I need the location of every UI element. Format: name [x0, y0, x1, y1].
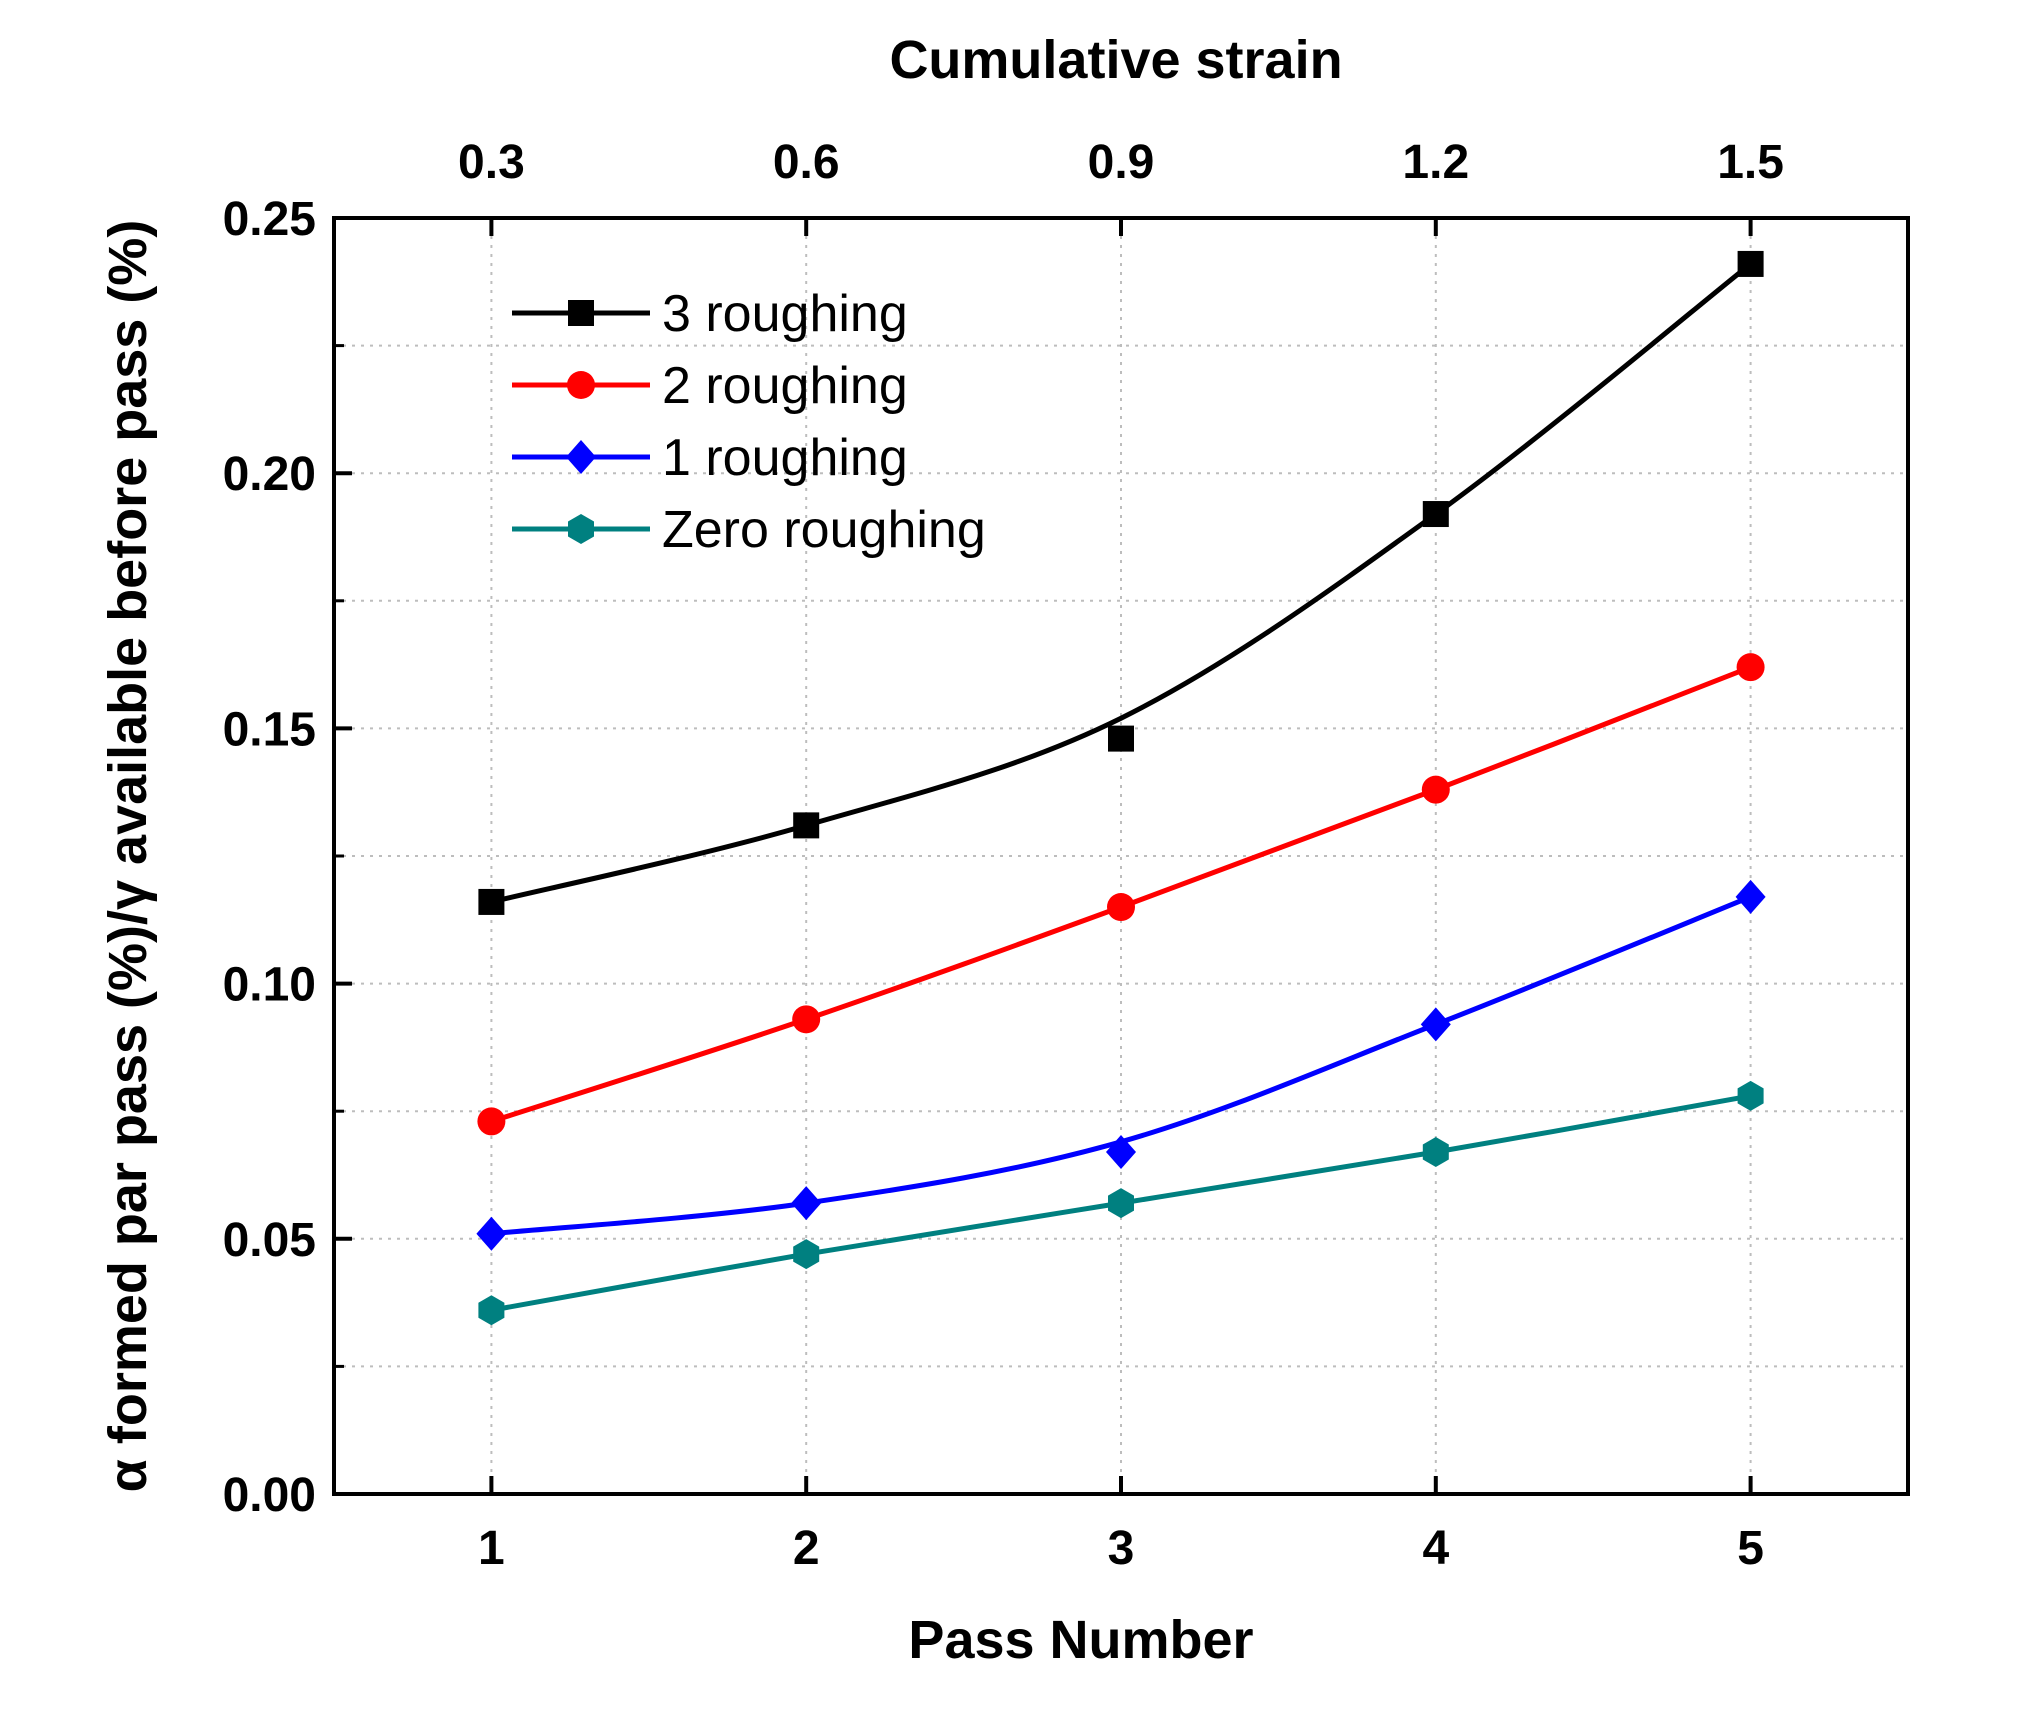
x2-tick-label: 0.3	[458, 136, 525, 189]
x2-tick-label: 0.6	[773, 136, 840, 189]
data-point	[1422, 1137, 1449, 1167]
series-2	[476, 879, 1766, 1251]
data-point	[477, 1107, 506, 1136]
data-point	[1737, 250, 1764, 277]
data-point	[476, 1216, 507, 1251]
data-point	[1421, 775, 1450, 804]
series-3	[478, 1080, 1764, 1326]
legend-item: Zero roughing	[512, 501, 986, 559]
data-point	[1106, 1135, 1136, 1170]
legend-marker	[568, 514, 594, 544]
series-0	[478, 250, 1764, 915]
data-point	[791, 1186, 822, 1221]
x2-tick-label: 1.2	[1402, 136, 1469, 189]
data-point	[478, 888, 505, 915]
y-tick-label: 0.25	[223, 193, 316, 246]
series-1	[477, 653, 1765, 1136]
x2-tick-label: 1.5	[1717, 136, 1784, 189]
data-point	[1107, 893, 1135, 922]
y-tick-label: 0.10	[223, 959, 316, 1012]
legend-label: Zero roughing	[662, 501, 986, 559]
y-tick-label: 0.15	[223, 703, 316, 756]
legend-item: 2 roughing	[512, 357, 908, 415]
grid	[334, 218, 1908, 1494]
legend: 3 roughing 2 roughing 1 roughing Zero rough…	[512, 285, 986, 559]
data-point	[1108, 1188, 1134, 1219]
legend-label: 2 roughing	[662, 357, 908, 415]
legend-item: 3 roughing	[512, 285, 908, 343]
x-tick-label: 1	[478, 1522, 505, 1575]
series-layer	[476, 250, 1766, 1326]
data-point	[1422, 501, 1449, 528]
y-tick-label: 0.20	[223, 448, 316, 501]
x-tick-label: 2	[793, 1522, 820, 1575]
legend-marker	[566, 440, 596, 474]
axis-ticks: 0.00 0.05 0.10 0.15 0.20 0.25 1 0.3 2 0.6 3 0.9 4 1.2…	[223, 136, 1784, 1575]
top-axis-title: Cumulative strain	[889, 30, 1342, 90]
data-point	[792, 1005, 821, 1034]
y-tick-label: 0.05	[223, 1214, 316, 1267]
x-tick-label: 3	[1108, 1522, 1135, 1575]
y-tick-label: 0.00	[223, 1469, 316, 1522]
data-point	[1108, 725, 1134, 752]
data-point	[1737, 1080, 1764, 1111]
series-line	[490, 261, 1753, 905]
data-point	[1420, 1007, 1451, 1042]
data-point	[1735, 879, 1766, 914]
data-point	[793, 812, 820, 839]
x-tick-label: 4	[1422, 1522, 1449, 1575]
x-tick-label: 5	[1737, 1522, 1764, 1575]
data-point	[793, 1239, 820, 1270]
y-axis-title: α formed par pass (%)/γ available before…	[98, 220, 158, 1493]
data-point	[478, 1295, 505, 1326]
legend-label: 3 roughing	[662, 285, 908, 343]
legend-marker	[568, 300, 594, 326]
x2-tick-label: 0.9	[1088, 136, 1155, 189]
data-point	[1736, 653, 1765, 682]
legend-marker	[567, 371, 595, 399]
x-axis-title: Pass Number	[908, 1610, 1253, 1670]
legend-label: 1 roughing	[662, 429, 908, 487]
legend-item: 1 roughing	[512, 429, 908, 487]
